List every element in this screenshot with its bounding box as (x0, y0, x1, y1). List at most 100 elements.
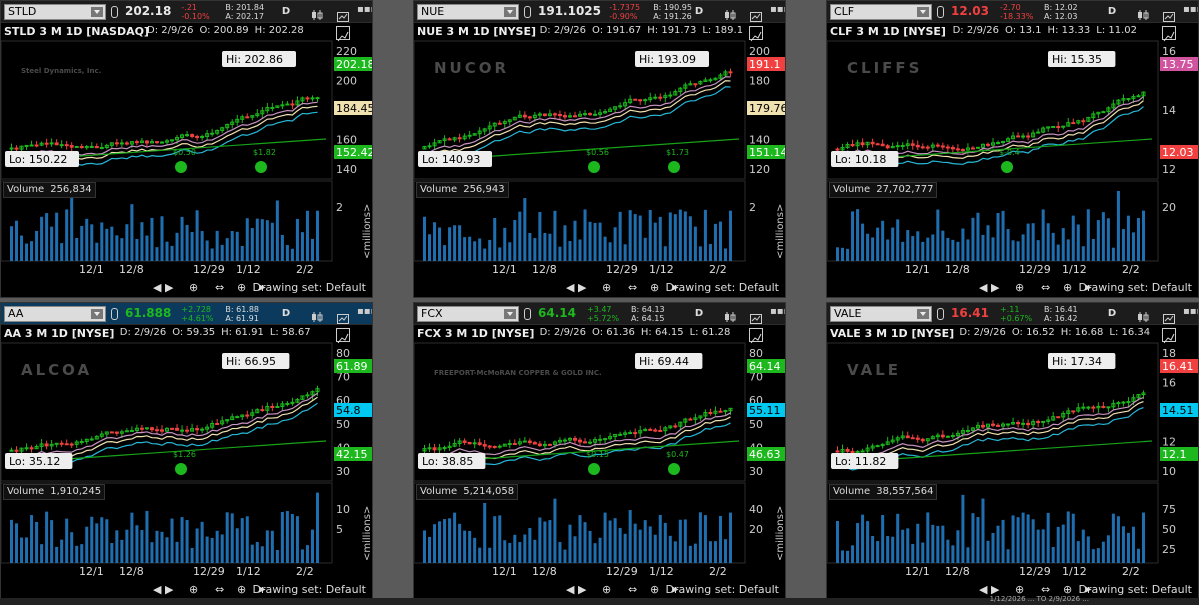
chevron-down-icon[interactable] (504, 7, 516, 17)
aggregation-button[interactable]: D (694, 6, 704, 17)
scroll-left-icon[interactable]: ◀ (979, 583, 988, 596)
candle-style-icon[interactable] (724, 308, 736, 322)
drawing-set-label[interactable]: Drawing set: Default (665, 583, 779, 596)
drawing-set-label[interactable]: Drawing set: Default (665, 281, 779, 294)
scroll-left-icon[interactable]: ◀ (153, 281, 162, 294)
chart-panel-nue[interactable]: NUE 191.1025 -1.7375 -0.90% B: 190.95 A: 191.… (413, 0, 786, 298)
mini-chart-icon[interactable] (1163, 7, 1175, 22)
pan-icon[interactable]: ⇔ (1041, 281, 1051, 294)
candle-style-icon[interactable] (311, 308, 323, 322)
scroll-right-icon[interactable]: ▶ (165, 583, 174, 596)
candle-style-icon[interactable] (724, 6, 736, 20)
candle-body (1071, 410, 1076, 413)
zoom-in-icon[interactable]: ⊕ (1015, 281, 1025, 294)
symbol-selector[interactable]: STLD (4, 4, 106, 20)
chart-panel-aa[interactable]: AA 61.888 +2.728+4.61% B: 61.88A: 61.91 D ▪▪▪… (0, 302, 373, 600)
pan-icon[interactable]: ⇔ (628, 583, 638, 596)
pan-icon[interactable]: ⇔ (215, 583, 225, 596)
aggregation-button[interactable]: D (1107, 6, 1117, 17)
more-menu-icon[interactable]: ▪▪▪ (357, 4, 372, 15)
zoom-in-icon[interactable]: ⊕ (1015, 583, 1025, 596)
style-icon[interactable] (336, 26, 350, 42)
chevron-down-icon[interactable] (504, 309, 516, 319)
link-icon[interactable] (524, 6, 531, 18)
scroll-right-icon[interactable]: ▶ (991, 281, 1000, 294)
chart-panel-clf[interactable]: CLF 12.03 -2.70-18.33% B: 12.02A: 12.03 D ▪▪▪… (826, 0, 1199, 298)
scroll-right-icon[interactable]: ▶ (578, 281, 587, 294)
crosshair-icon[interactable]: ⊕ (237, 583, 247, 596)
chevron-down-icon[interactable] (917, 7, 929, 17)
link-icon[interactable] (111, 308, 118, 320)
crosshair-icon[interactable]: ⊕ (650, 281, 660, 294)
candle-style-icon[interactable] (311, 6, 323, 20)
scroll-left-icon[interactable]: ◀ (566, 281, 575, 294)
mini-chart-icon[interactable] (337, 7, 349, 22)
pointer-icon[interactable]: ➤ (257, 583, 267, 596)
mini-chart-icon[interactable] (750, 7, 762, 22)
candle-body (1051, 416, 1056, 421)
zoom-in-icon[interactable]: ⊕ (189, 281, 199, 294)
mini-chart-icon[interactable] (1163, 309, 1175, 324)
crosshair-icon[interactable]: ⊕ (1063, 583, 1073, 596)
zoom-in-icon[interactable]: ⊕ (189, 583, 199, 596)
more-menu-icon[interactable]: ▪▪▪ (770, 306, 785, 317)
pointer-icon[interactable]: ➤ (670, 281, 680, 294)
drawing-set-label[interactable]: Drawing set: Default (252, 281, 366, 294)
pointer-icon[interactable]: ➤ (1083, 583, 1093, 596)
scroll-left-icon[interactable]: ◀ (979, 281, 988, 294)
zoom-in-icon[interactable]: ⊕ (602, 583, 612, 596)
scroll-right-icon[interactable]: ▶ (578, 583, 587, 596)
pointer-icon[interactable]: ➤ (1083, 281, 1093, 294)
drawing-set-label[interactable]: Drawing set: Default (1078, 281, 1192, 294)
pan-icon[interactable]: ⇔ (215, 281, 225, 294)
mini-chart-icon[interactable] (750, 309, 762, 324)
symbol-selector[interactable]: VALE (830, 306, 932, 322)
aggregation-button[interactable]: D (281, 6, 291, 17)
link-icon[interactable] (937, 6, 944, 18)
chart-panel-stld[interactable]: STLD 202.18 -.21 -0.10% B: 201.84 A: 202.17 D ▪… (0, 0, 373, 298)
pan-icon[interactable]: ⇔ (628, 281, 638, 294)
chevron-down-icon[interactable] (91, 7, 103, 17)
link-icon[interactable] (111, 6, 118, 18)
style-icon[interactable] (1162, 26, 1176, 42)
drawing-set-label[interactable]: Drawing set: Default (252, 583, 366, 596)
symbol-selector[interactable]: CLF (830, 4, 932, 20)
chevron-down-icon[interactable] (91, 309, 103, 319)
symbol-selector[interactable]: FCX (417, 306, 519, 322)
more-menu-icon[interactable]: ▪▪▪ (357, 306, 372, 317)
more-menu-icon[interactable]: ▪▪▪ (1183, 306, 1198, 317)
style-icon[interactable] (1162, 328, 1176, 344)
style-icon[interactable] (749, 328, 763, 344)
link-icon[interactable] (937, 308, 944, 320)
more-menu-icon[interactable]: ▪▪▪ (770, 4, 785, 15)
candle-style-icon[interactable] (1137, 308, 1149, 322)
crosshair-icon[interactable]: ⊕ (237, 281, 247, 294)
chevron-down-icon[interactable] (917, 309, 929, 319)
symbol-selector[interactable]: AA (4, 306, 106, 322)
pointer-icon[interactable]: ➤ (257, 281, 267, 294)
zoom-in-icon[interactable]: ⊕ (602, 281, 612, 294)
crosshair-icon[interactable]: ⊕ (1063, 281, 1073, 294)
link-icon[interactable] (524, 308, 531, 320)
symbol-selector[interactable]: NUE (417, 4, 519, 20)
more-menu-icon[interactable]: ▪▪▪ (1183, 4, 1198, 15)
aggregation-button[interactable]: D (281, 308, 291, 319)
pointer-icon[interactable]: ➤ (670, 583, 680, 596)
volume-bar (693, 543, 697, 563)
volume-bar (568, 524, 572, 563)
style-icon[interactable] (336, 328, 350, 344)
pan-icon[interactable]: ⇔ (1041, 583, 1051, 596)
aggregation-button[interactable]: D (1107, 308, 1117, 319)
candle-style-icon[interactable] (1137, 6, 1149, 20)
scroll-left-icon[interactable]: ◀ (566, 583, 575, 596)
scroll-left-icon[interactable]: ◀ (153, 583, 162, 596)
style-icon[interactable] (749, 26, 763, 42)
mini-chart-icon[interactable] (337, 309, 349, 324)
crosshair-icon[interactable]: ⊕ (650, 583, 660, 596)
aggregation-button[interactable]: D (694, 308, 704, 319)
drawing-set-label[interactable]: Drawing set: Default (1078, 583, 1192, 596)
scroll-right-icon[interactable]: ▶ (991, 583, 1000, 596)
scroll-right-icon[interactable]: ▶ (165, 281, 174, 294)
